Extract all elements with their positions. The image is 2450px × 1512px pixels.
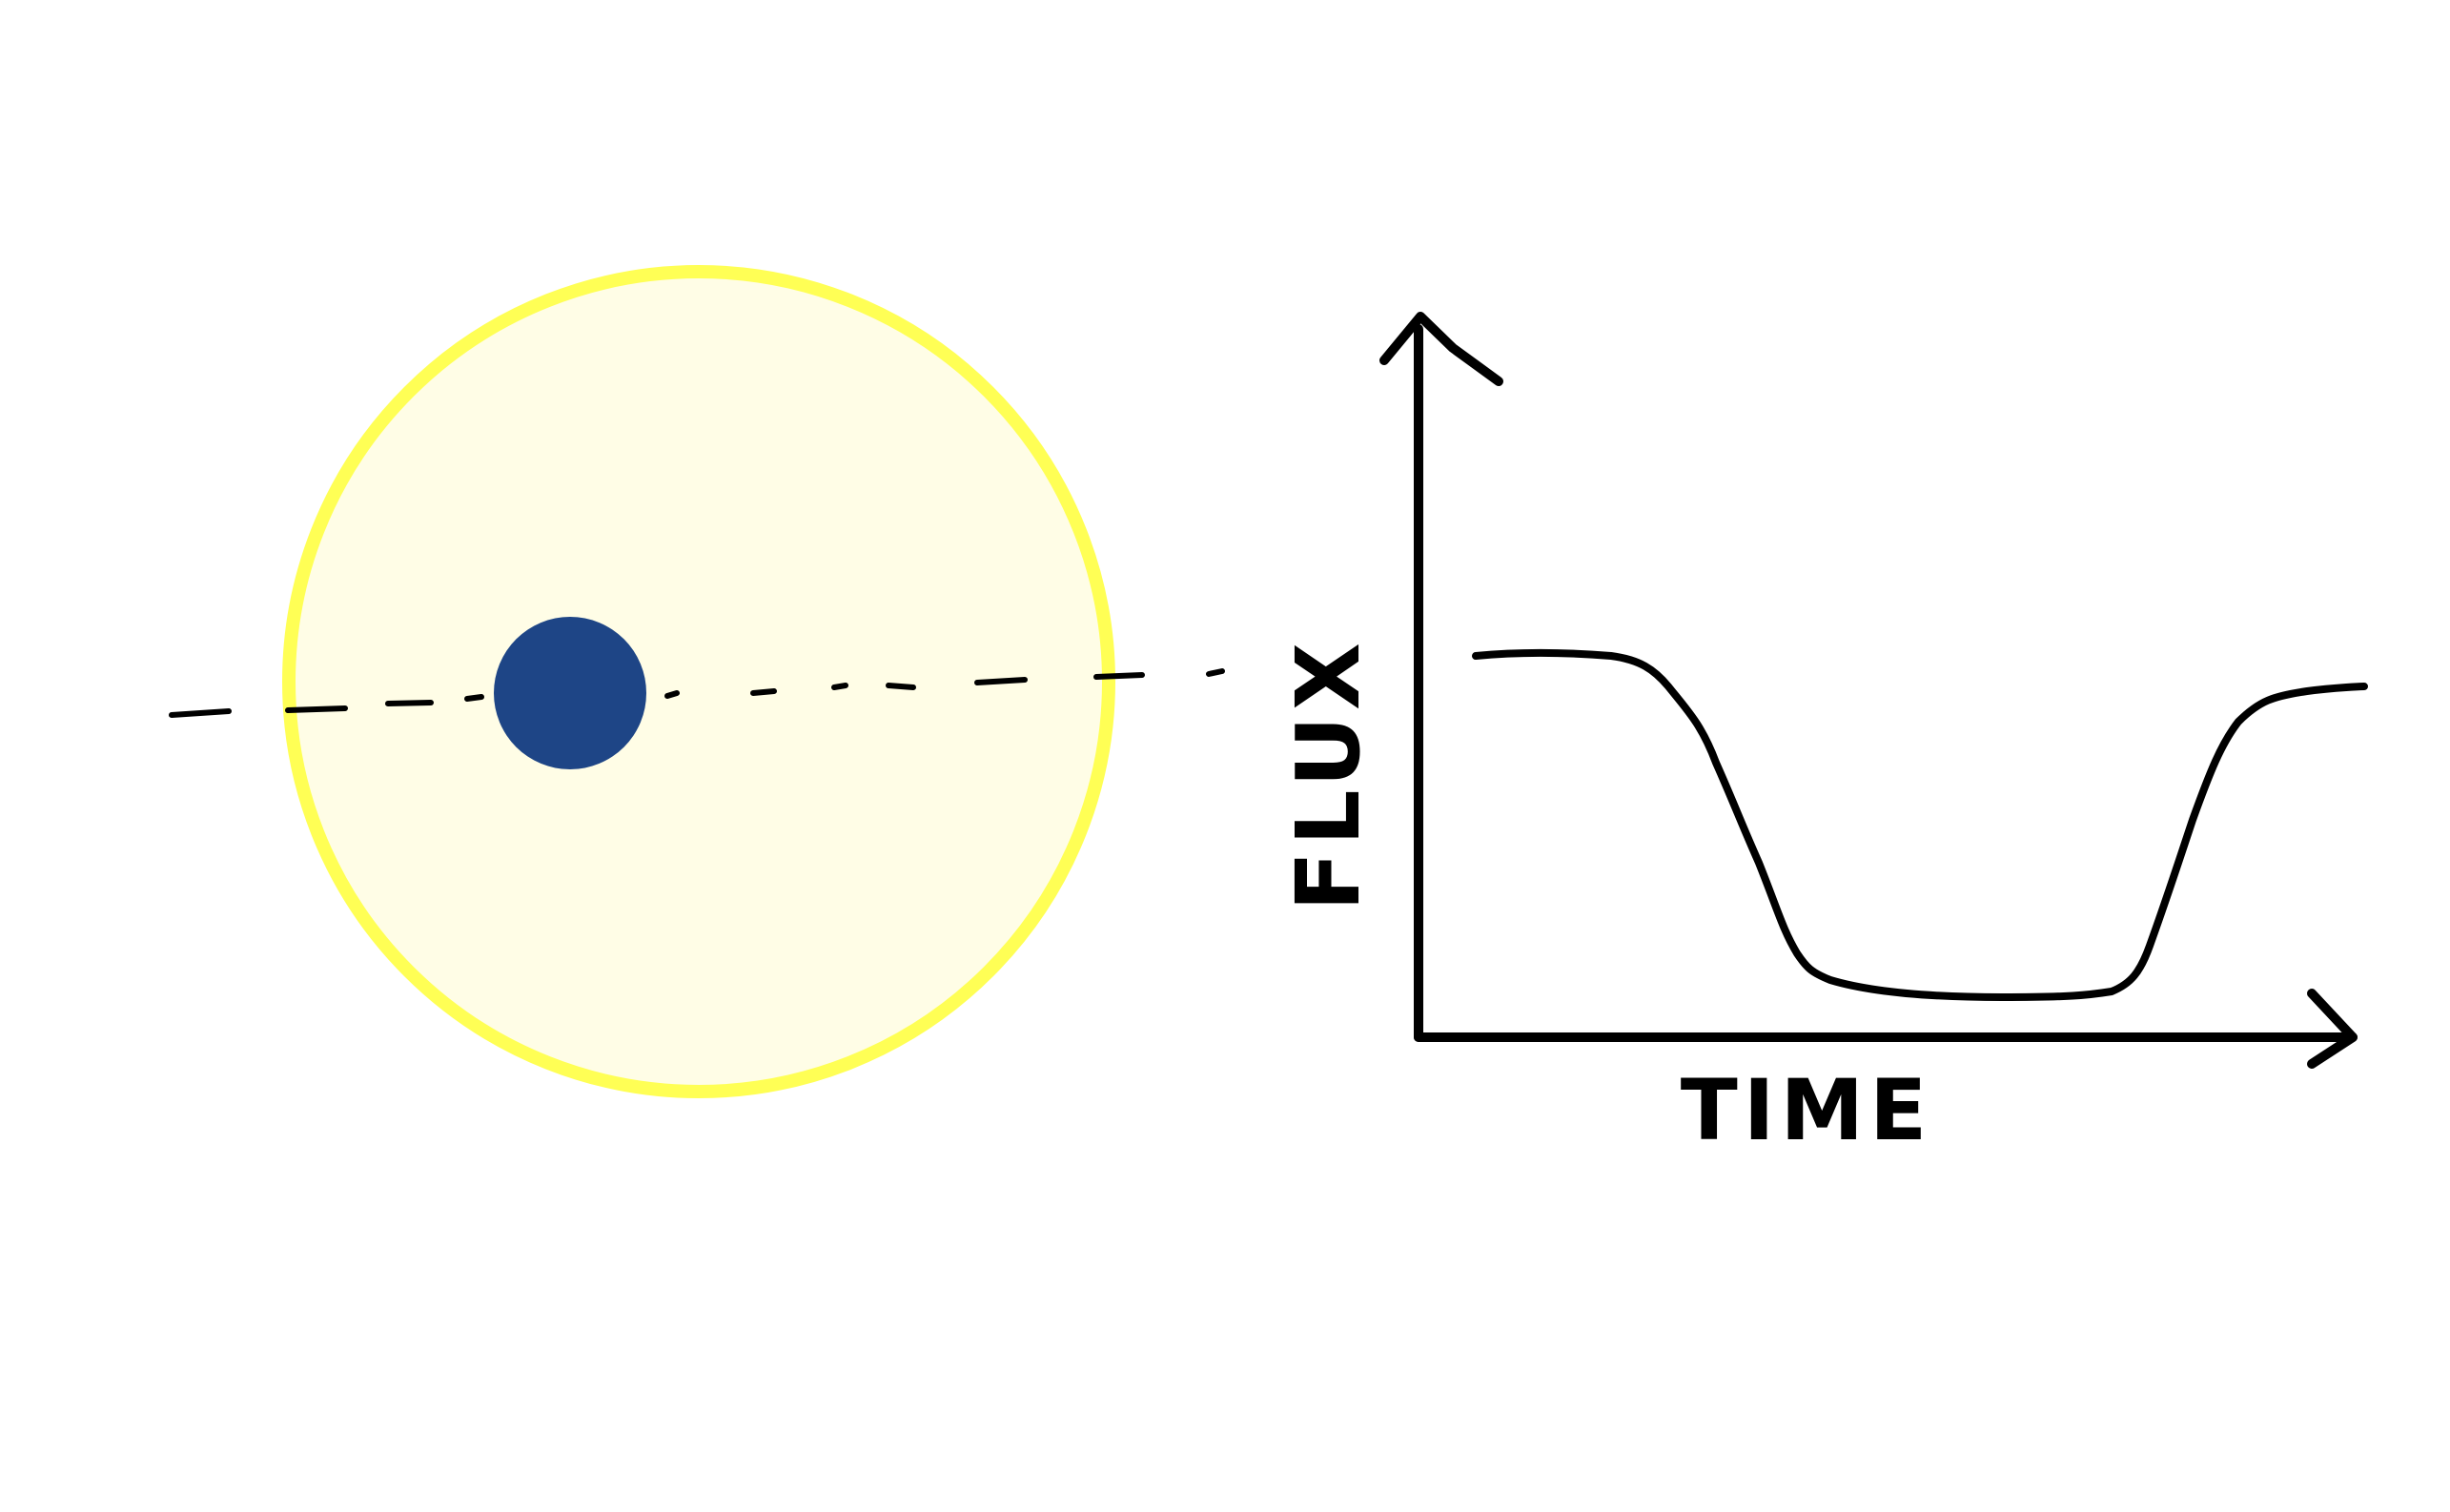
orbit-dash xyxy=(750,688,777,696)
orbit-dash xyxy=(1206,668,1225,677)
x-axis-label: TIME xyxy=(1681,1061,1932,1159)
orbit-dash xyxy=(285,705,348,713)
y-axis-arrowhead xyxy=(1379,312,1503,386)
y-axis-label: FLUX xyxy=(1277,637,1379,911)
orbit-dash xyxy=(974,677,1028,685)
x-axis-arrowhead xyxy=(2307,989,2358,1069)
axes xyxy=(1379,312,2358,1069)
light-curve xyxy=(1472,649,2368,1001)
orbit-dash xyxy=(464,694,484,702)
orbit-dash xyxy=(169,708,232,718)
orbit-path xyxy=(169,668,1225,718)
orbit-dash xyxy=(385,700,434,706)
orbit-dash xyxy=(1093,672,1145,680)
planet xyxy=(494,617,646,769)
star xyxy=(282,265,1115,1098)
orbit-dash xyxy=(664,690,680,699)
orbit-dash xyxy=(886,683,916,690)
orbit-dash xyxy=(831,683,848,690)
